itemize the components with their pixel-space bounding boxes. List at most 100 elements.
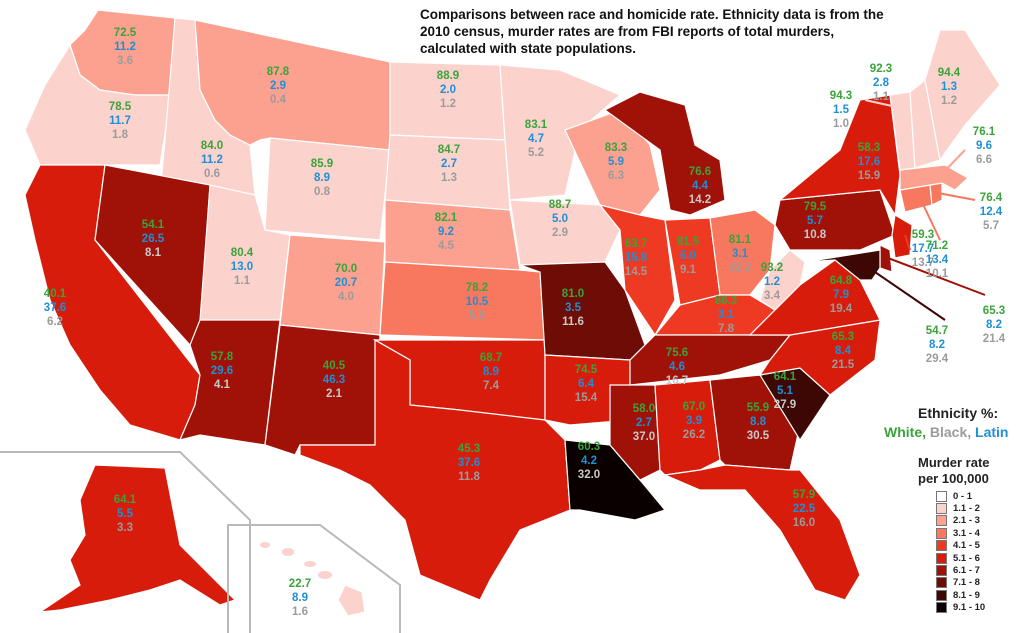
legend-label: 3.1 - 4 <box>953 527 980 539</box>
legend-swatch <box>936 527 947 539</box>
state-tx <box>299 338 571 601</box>
legend-label: 8.1 - 9 <box>953 589 980 601</box>
state-nj <box>891 214 913 259</box>
state-label-sc: 64.1 5.1 27.9 <box>773 371 797 411</box>
state-label-ok: 68.7 8.9 7.4 <box>479 352 503 392</box>
murder-legend-title: Murder rate per 100,000 <box>918 455 990 487</box>
legend-label: 0 - 1 <box>953 490 973 502</box>
state-label-id: 84.0 11.2 0.6 <box>200 140 224 180</box>
state-label-az: 57.8 29.6 4.1 <box>210 351 234 391</box>
state-label-mi: 76.6 4.4 14.2 <box>688 166 712 206</box>
state-mi <box>603 91 726 216</box>
ethnicity-key-latin: Latin <box>975 424 1009 440</box>
state-label-fl: 57.9 22.5 16.0 <box>792 489 816 529</box>
murder-legend-title-line1: Murder rate <box>918 455 990 470</box>
state-label-il: 63.7 15.8 14.5 <box>624 238 648 278</box>
state-label-la: 60.3 4.2 32.0 <box>577 441 601 481</box>
state-label-ma: 76.1 9.6 6.6 <box>972 126 996 166</box>
murder-rate-legend: 0 - 1 1.1 - 2 2.1 - 3 3.1 - 4 4.1 - 5 5.1 - 6… <box>936 490 985 614</box>
state-label-ia: 88.7 5.0 2.9 <box>548 199 572 239</box>
state-ms <box>609 384 661 481</box>
hawaii-inset-border <box>227 524 401 633</box>
state-label-ct: 71.2 13.4 10.1 <box>925 240 949 280</box>
state-ia <box>509 199 621 266</box>
state-label-hi: 22.7 8.9 1.6 <box>288 578 312 618</box>
state-co <box>279 234 386 336</box>
state-me <box>924 29 1001 162</box>
ethnicity-legend-title: Ethnicity %: <box>918 405 999 421</box>
state-md <box>804 249 881 281</box>
state-label-mt: 87.8 2.9 0.4 <box>266 66 290 106</box>
legend-swatch <box>936 503 947 515</box>
legend-swatch <box>936 552 947 564</box>
state-fl <box>662 464 861 601</box>
state-label-de: 65.3 8.2 21.4 <box>982 305 1006 345</box>
state-label-wv: 93.2 1.2 3.4 <box>760 262 784 302</box>
murder-legend-title-line2: per 100,000 <box>918 471 989 486</box>
state-label-mn: 83.1 4.7 5.2 <box>524 119 548 159</box>
state-label-ny: 58.3 17.6 15.9 <box>857 142 881 182</box>
legend-label: 7.1 - 8 <box>953 577 980 589</box>
state-label-ca: 40.1 37.6 6.2 <box>43 288 67 328</box>
legend-label: 6.1 - 7 <box>953 565 980 577</box>
state-label-ky: 86.3 3.1 7.8 <box>714 295 738 335</box>
state-label-nv: 54.1 26.5 8.1 <box>141 219 165 259</box>
state-label-pa: 79.5 5.7 10.8 <box>803 201 827 241</box>
legend-row: 1.1 - 2 <box>936 502 985 515</box>
state-label-ks: 78.2 10.5 5.9 <box>465 282 489 322</box>
state-label-in: 81.5 6.0 9.1 <box>676 236 700 276</box>
legend-row: 7.1 - 8 <box>936 577 985 589</box>
legend-label: 5.1 - 6 <box>953 552 980 564</box>
legend-row: 0 - 1 <box>936 490 985 502</box>
legend-swatch <box>936 602 947 614</box>
legend-swatch <box>936 540 947 552</box>
legend-label: 1.1 - 2 <box>953 503 980 515</box>
state-label-va: 64.8 7.9 19.4 <box>829 275 853 315</box>
state-ks <box>379 261 546 341</box>
legend-label: 2.1 - 3 <box>953 515 980 527</box>
state-label-md: 54.7 8.2 29.4 <box>925 325 949 365</box>
state-hi <box>260 542 366 617</box>
state-label-nm: 40.5 46.3 2.1 <box>322 360 346 400</box>
legend-label: 4.1 - 5 <box>953 540 980 552</box>
state-label-nh: 92.3 2.8 1.1 <box>869 63 893 103</box>
state-ma <box>899 164 970 191</box>
state-label-ri: 76.4 12.4 5.7 <box>979 192 1003 232</box>
state-label-co: 70.0 20.7 4.0 <box>334 263 358 303</box>
state-label-wi: 83.3 5.9 6.3 <box>604 142 628 182</box>
legend-swatch <box>936 515 947 527</box>
ethnicity-legend-keys: White, Black, Latin <box>884 424 1008 440</box>
legend-swatch <box>936 490 947 502</box>
state-label-ak: 64.1 5.5 3.3 <box>113 494 137 534</box>
state-mn <box>499 64 622 201</box>
state-label-nc: 65.3 8.4 21.5 <box>831 331 855 371</box>
legend-row: 3.1 - 4 <box>936 527 985 539</box>
legend-swatch <box>936 577 947 589</box>
state-label-nd: 88.9 2.0 1.2 <box>436 70 460 110</box>
state-label-mo: 81.0 3.5 11.6 <box>561 288 585 328</box>
state-il <box>598 203 676 337</box>
legend-row: 8.1 - 9 <box>936 589 985 601</box>
state-ak <box>39 464 237 613</box>
state-label-wy: 85.9 8.9 0.8 <box>310 158 334 198</box>
state-label-nj: 59.3 17.7 13.7 <box>911 229 935 269</box>
state-label-vt: 94.3 1.5 1.0 <box>829 90 853 130</box>
ethnicity-key-black: Black, <box>929 424 972 440</box>
state-label-tx: 45.3 37.6 11.8 <box>457 443 481 483</box>
state-label-al: 67.0 3.9 26.2 <box>682 401 706 441</box>
state-label-tn: 75.6 4.6 16.7 <box>665 347 689 387</box>
state-label-ga: 55.9 8.8 30.5 <box>746 402 770 442</box>
map-title: Comparisons between race and homicide ra… <box>420 7 884 56</box>
legend-row: 6.1 - 7 <box>936 564 985 577</box>
legend-row: 4.1 - 5 <box>936 540 985 552</box>
state-label-ar: 74.5 6.4 15.4 <box>574 364 598 404</box>
state-label-ne: 82.1 9.2 4.5 <box>434 212 458 252</box>
state-label-ut: 80.4 13.0 1.1 <box>230 247 254 287</box>
leader-lines <box>864 99 986 321</box>
state-label-sd: 84.7 2.7 1.3 <box>437 144 461 184</box>
state-label-ms: 58.0 2.7 37.0 <box>632 403 656 443</box>
alaska-inset-border <box>0 451 251 633</box>
ethnicity-key-white: White, <box>884 424 926 440</box>
state-label-oh: 81.1 3.1 12.2 <box>728 234 752 274</box>
